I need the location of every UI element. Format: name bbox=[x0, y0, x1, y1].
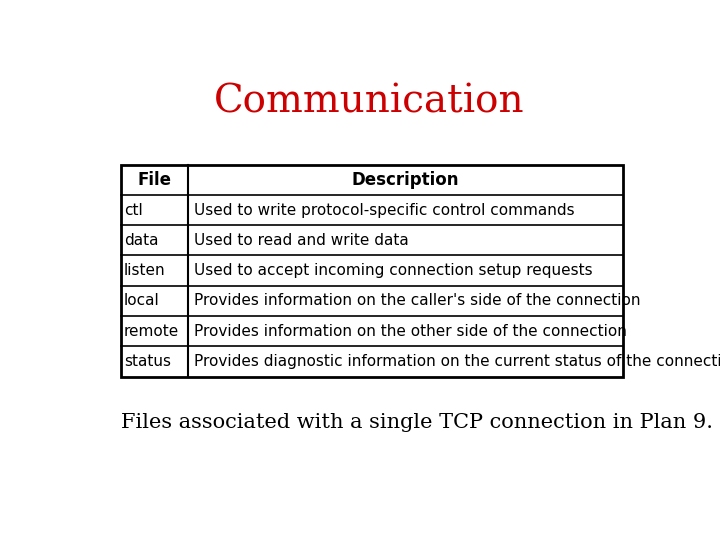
Text: Used to read and write data: Used to read and write data bbox=[194, 233, 409, 248]
Text: listen: listen bbox=[124, 263, 166, 278]
Text: Files associated with a single TCP connection in Plan 9.: Files associated with a single TCP conne… bbox=[121, 413, 713, 432]
Text: local: local bbox=[124, 293, 160, 308]
Bar bbox=[121, 165, 623, 377]
Text: remote: remote bbox=[124, 323, 179, 339]
Text: data: data bbox=[124, 233, 158, 248]
Text: File: File bbox=[138, 171, 171, 189]
Text: Provides information on the other side of the connection: Provides information on the other side o… bbox=[194, 323, 627, 339]
Text: Communication: Communication bbox=[214, 84, 524, 121]
Text: Description: Description bbox=[352, 171, 459, 189]
Text: Used to write protocol-specific control commands: Used to write protocol-specific control … bbox=[194, 202, 575, 218]
Text: Used to accept incoming connection setup requests: Used to accept incoming connection setup… bbox=[194, 263, 593, 278]
Text: Provides information on the caller's side of the connection: Provides information on the caller's sid… bbox=[194, 293, 641, 308]
Text: ctl: ctl bbox=[124, 202, 143, 218]
Text: Provides diagnostic information on the current status of the connection: Provides diagnostic information on the c… bbox=[194, 354, 720, 369]
Text: status: status bbox=[124, 354, 171, 369]
